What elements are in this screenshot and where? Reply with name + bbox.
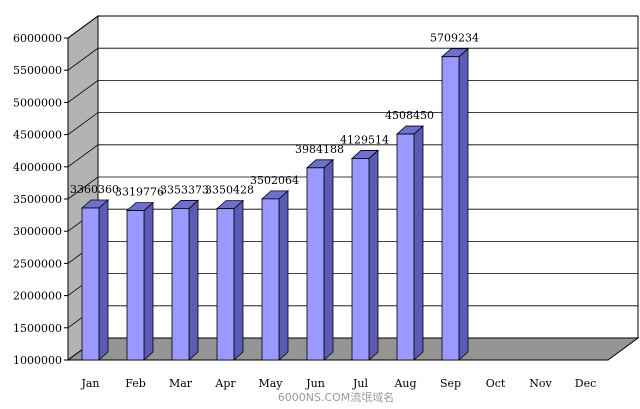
bar xyxy=(171,208,190,361)
bars xyxy=(80,47,470,361)
y-tick-label: 4500000 xyxy=(13,129,62,142)
bar xyxy=(261,198,280,361)
x-axis-tick-labels: Jan Feb Mar Apr May Jun Jul Aug Sep Oct Nov Dec xyxy=(80,377,596,390)
bar-jun xyxy=(305,158,335,361)
data-label: 3360360 xyxy=(70,183,119,196)
watermark-text: 6000NS.COM流氓域名 xyxy=(278,390,395,404)
bar-side xyxy=(188,199,199,361)
bar xyxy=(306,167,325,361)
bar-side xyxy=(278,189,289,361)
bar-side xyxy=(143,201,154,361)
bar xyxy=(351,158,370,361)
bar xyxy=(441,56,460,361)
bar-sep xyxy=(440,47,470,361)
y-tick-label: 1000000 xyxy=(13,354,62,367)
x-tick-label: Jan xyxy=(80,377,99,390)
y-tick-label: 6000000 xyxy=(13,32,62,45)
y-tick-label: 5500000 xyxy=(13,64,62,77)
y-tick-label: 2000000 xyxy=(13,290,62,303)
x-tick-label: Jun xyxy=(305,377,325,390)
bar-may xyxy=(260,189,290,361)
data-label: 4129514 xyxy=(340,133,389,146)
x-tick-label: Dec xyxy=(575,377,597,390)
y-tick-label: 5000000 xyxy=(13,96,62,109)
x-tick-label: Jul xyxy=(352,377,368,390)
bar-side xyxy=(233,199,244,361)
x-tick-label: Aug xyxy=(393,377,416,390)
bar-apr xyxy=(215,199,245,361)
y-tick-label: 2500000 xyxy=(13,257,62,270)
x-tick-label: Apr xyxy=(214,377,236,390)
x-tick-label: Sep xyxy=(440,377,461,390)
bar-feb xyxy=(125,201,155,361)
y-tick-label: 3500000 xyxy=(13,193,62,206)
data-label: 3353373 xyxy=(160,183,209,196)
x-tick-label: Nov xyxy=(529,377,552,390)
bar-side xyxy=(323,158,334,361)
x-tick-label: Oct xyxy=(486,377,506,390)
bar-aug xyxy=(395,125,425,361)
data-label: 3319776 xyxy=(115,186,164,199)
bar xyxy=(216,208,235,361)
data-label: 3984188 xyxy=(295,143,344,156)
bar-side xyxy=(413,125,424,361)
gridline xyxy=(67,47,638,71)
bar-mar xyxy=(170,199,200,361)
x-tick-label: Feb xyxy=(125,377,146,390)
bar xyxy=(81,207,100,361)
x-tick-label: Mar xyxy=(169,377,193,390)
bar-side xyxy=(368,149,379,361)
gridline xyxy=(67,15,638,39)
bar-side xyxy=(98,199,109,361)
bar-jul xyxy=(350,149,380,361)
data-label: 3350428 xyxy=(205,184,254,197)
x-tick-label: May xyxy=(258,377,283,390)
bar-side xyxy=(458,47,469,361)
data-label: 3502064 xyxy=(250,174,299,187)
y-tick-label: 3000000 xyxy=(13,225,62,238)
bar-jan xyxy=(80,199,110,361)
y-tick-label: 1500000 xyxy=(13,322,62,335)
y-axis-tick-labels: 1000000 1500000 2000000 2500000 3000000 35000… xyxy=(13,32,62,367)
bar xyxy=(396,133,415,361)
y-tick-label: 4000000 xyxy=(13,161,62,174)
data-label: 4508450 xyxy=(385,109,434,122)
data-label: 5709234 xyxy=(430,32,479,45)
bar xyxy=(126,210,145,361)
